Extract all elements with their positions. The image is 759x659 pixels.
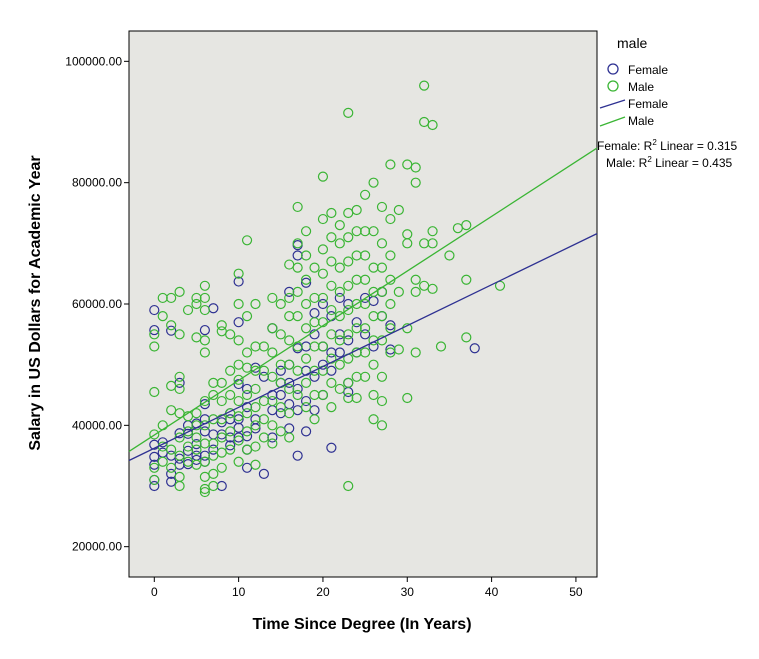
legend-female-line-label: Female — [628, 97, 668, 111]
y-tick-label: 20000.00 — [72, 540, 122, 554]
legend-male-marker-label: Male — [628, 80, 654, 94]
legend-male-line-label: Male — [628, 114, 654, 128]
legend-male-marker-icon — [608, 81, 618, 91]
legend-male-line-icon — [600, 117, 625, 126]
male-r2-value: Linear = 0.435 — [652, 156, 733, 170]
y-axis: 20000.00 40000.00 60000.00 80000.00 100000.0… — [65, 54, 129, 553]
plot-background — [129, 31, 597, 577]
y-tick-label: 100000.00 — [65, 54, 122, 68]
y-axis-title: Salary in US Dollars for Academic Year — [27, 155, 44, 450]
male-r2-annotation: Male: R2 Linear = 0.435 — [606, 155, 733, 170]
legend-female-marker-icon — [608, 64, 618, 74]
x-tick-label: 50 — [569, 585, 583, 599]
x-axis: 0 10 20 30 40 50 — [151, 577, 583, 599]
legend-female-marker-label: Female — [628, 63, 668, 77]
legend: male Female Male Female Male — [600, 35, 668, 128]
x-axis-title: Time Since Degree (In Years) — [252, 616, 471, 633]
x-tick-label: 10 — [232, 585, 246, 599]
y-tick-label: 40000.00 — [72, 418, 122, 432]
legend-female-line-icon — [600, 100, 625, 108]
male-r2-prefix: Male: R — [606, 156, 648, 170]
female-r2-annotation: Female: R2 Linear = 0.315 — [597, 138, 738, 153]
legend-title: male — [617, 35, 648, 51]
x-tick-label: 20 — [316, 585, 330, 599]
y-tick-label: 80000.00 — [72, 176, 122, 190]
y-tick-label: 60000.00 — [72, 297, 122, 311]
x-tick-label: 40 — [485, 585, 499, 599]
r2-annotations: Female: R2 Linear = 0.315 Male: R2 Linea… — [597, 138, 738, 170]
x-tick-label: 30 — [401, 585, 415, 599]
x-tick-label: 0 — [151, 585, 158, 599]
female-r2-value: Linear = 0.315 — [657, 139, 738, 153]
female-r2-prefix: Female: R — [597, 139, 653, 153]
